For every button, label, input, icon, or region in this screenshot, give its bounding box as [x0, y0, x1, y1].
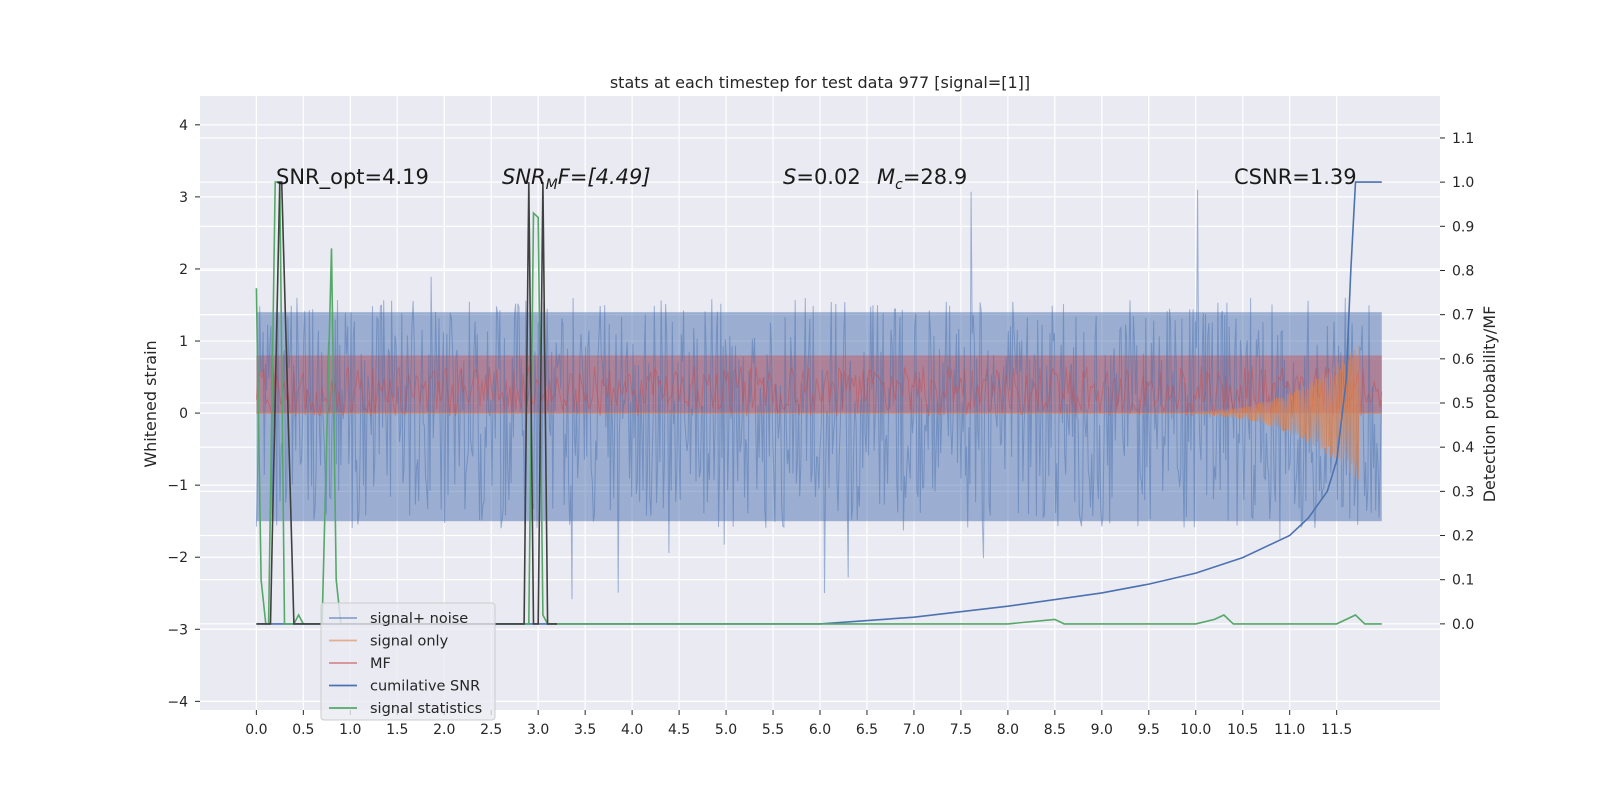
y-tick-label: −4 [167, 694, 188, 710]
y-tick-label: −1 [167, 478, 188, 494]
y-tick-label: 4 [179, 118, 188, 134]
signal-noise-line [255, 189, 1382, 600]
y-right-tick-label: 0.8 [1452, 263, 1474, 279]
y-right-tick-label: 0.4 [1452, 440, 1474, 456]
y-axis-right: 0.0 0.1 0.2 0.3 0.4 0.5 0.6 0.7 0.8 0.9 1.0 1.1 [1440, 131, 1474, 633]
x-tick-label: 8.0 [997, 722, 1019, 738]
y-right-tick-label: 0.1 [1452, 573, 1474, 589]
x-tick-label: 2.5 [480, 722, 502, 738]
x-tick-label: 5.5 [762, 722, 784, 738]
y-right-tick-label: 0.0 [1452, 617, 1474, 633]
annotation-snr-mf-sub: M [546, 177, 558, 193]
y-right-tick-label: 1.0 [1452, 175, 1474, 191]
y-tick-label: 0 [179, 406, 188, 422]
legend-label: cumilative SNR [370, 679, 480, 695]
y-tick-label: 2 [179, 262, 188, 278]
annotation-s-tail: =0.02 [796, 165, 860, 189]
y-axis-right-label: Detection probability/MF [1480, 306, 1499, 503]
x-tick-label: 5.0 [715, 722, 737, 738]
legend-items: signal+ noise signal only MF cumilative SNR… [329, 611, 482, 717]
legend: signal+ noise signal only MF cumilative SNR… [320, 602, 496, 721]
x-tick-label: 11.5 [1321, 722, 1352, 738]
legend-label: signal statistics [370, 701, 482, 717]
x-tick-label: 10.5 [1227, 722, 1258, 738]
annotation-mc-sub: c [895, 177, 903, 193]
legend-label: signal only [370, 634, 449, 650]
x-tick-label: 1.0 [339, 722, 361, 738]
y-axis-left: −4 −3 −2 −1 0 1 2 3 4 [167, 118, 200, 710]
x-tick-label: 7.5 [950, 722, 972, 738]
y-tick-label: −3 [167, 622, 188, 638]
y-tick-label: 1 [179, 334, 188, 350]
legend-label: MF [370, 656, 391, 672]
chart-title: stats at each timestep for test data 977… [610, 73, 1030, 92]
annotation-s-main: S [783, 165, 796, 189]
x-tick-label: 4.5 [668, 722, 690, 738]
x-tick-label: 10.0 [1180, 722, 1211, 738]
signal-only-line [256, 345, 1382, 480]
series-group [255, 181, 1383, 625]
y-right-tick-label: 0.9 [1452, 219, 1474, 235]
legend-label: signal+ noise [370, 611, 468, 627]
y-right-tick-label: 0.7 [1452, 308, 1474, 324]
annotation-mc-tail: =28.9 [903, 165, 967, 189]
mf-line [255, 366, 1383, 417]
series-line-5 [256, 181, 557, 625]
y-right-tick-label: 0.5 [1452, 396, 1474, 412]
x-tick-label: 6.5 [856, 722, 878, 738]
x-tick-label: 9.0 [1091, 722, 1113, 738]
annotation-snr-mf-main: SNR [502, 165, 546, 189]
y-axis-label: Whitened strain [141, 340, 160, 467]
x-tick-label: 6.0 [809, 722, 831, 738]
y-tick-label: −2 [167, 550, 188, 566]
annotation-s: S=0.02 [783, 165, 861, 189]
y-right-tick-label: 0.6 [1452, 352, 1474, 368]
annotation-mc: Mc=28.9 [877, 165, 967, 193]
x-tick-label: 11.0 [1274, 722, 1305, 738]
annotation-snr-mf-tail: F=[4.49] [558, 165, 651, 189]
x-tick-label: 0.0 [245, 722, 267, 738]
x-tick-label: 0.5 [292, 722, 314, 738]
x-tick-label: 3.0 [527, 722, 549, 738]
annotation-snr-mf: SNRMF=[4.49] [502, 165, 651, 193]
x-tick-label: 4.0 [621, 722, 643, 738]
legend-frame [320, 602, 496, 721]
annotation-snr-opt: SNR_opt=4.19 [276, 165, 429, 190]
y-right-tick-label: 1.1 [1452, 131, 1474, 147]
series-line-3 [256, 181, 1382, 625]
x-axis: 0.0 0.5 1.0 1.5 2.0 2.5 3.0 3.5 4.0 4.5 5.0 5.5 6.0 6… [245, 710, 1352, 738]
x-tick-label: 9.5 [1138, 722, 1160, 738]
y-tick-label: 3 [179, 190, 188, 206]
y-right-tick-label: 0.2 [1452, 529, 1474, 545]
annotation-csnr: CSNR=1.39 [1234, 165, 1357, 189]
x-tick-label: 1.5 [386, 722, 408, 738]
y-right-tick-label: 0.3 [1452, 484, 1474, 500]
x-tick-label: 7.0 [903, 722, 925, 738]
x-tick-label: 3.5 [574, 722, 596, 738]
x-tick-label: 2.0 [433, 722, 455, 738]
annotation-mc-main: M [877, 165, 895, 189]
x-tick-label: 8.5 [1044, 722, 1066, 738]
